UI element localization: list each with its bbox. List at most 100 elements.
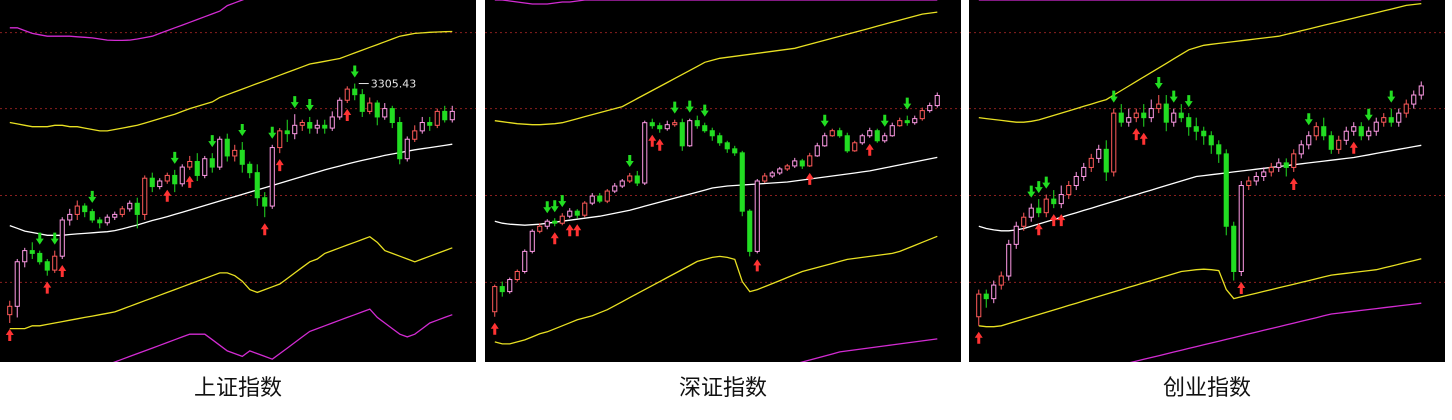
candle-body xyxy=(419,122,425,132)
buy-arrow xyxy=(1349,141,1358,154)
sell-arrow xyxy=(170,151,179,164)
chart-panel-chinext xyxy=(969,0,1445,362)
buy-arrow xyxy=(1057,214,1066,227)
candle-body xyxy=(299,122,305,126)
candle-body xyxy=(1396,112,1402,123)
sell-arrow xyxy=(700,104,709,117)
candle-body xyxy=(927,105,933,112)
candle-body xyxy=(262,197,268,207)
candle-body xyxy=(1238,185,1244,272)
band-line-lower2 xyxy=(112,308,453,362)
sell-arrow xyxy=(1034,181,1043,194)
candle-body xyxy=(649,122,655,127)
candle-body xyxy=(1058,194,1064,205)
candle-body xyxy=(897,120,903,127)
buy-arrow xyxy=(655,138,664,151)
candle-body xyxy=(1411,94,1417,105)
candle-body xyxy=(1306,135,1312,146)
sell-arrow xyxy=(350,65,359,78)
candle-body xyxy=(157,180,163,188)
candle-body xyxy=(1133,112,1139,119)
candle-body xyxy=(292,124,298,135)
candle-body xyxy=(1036,207,1042,214)
candle-body xyxy=(657,125,663,130)
candle-body xyxy=(1276,162,1282,168)
candle-body xyxy=(1156,103,1162,110)
band-line-lower1 xyxy=(978,258,1422,328)
sell-arrow xyxy=(550,200,559,213)
sell-arrow xyxy=(88,190,97,203)
candle-body xyxy=(1081,166,1087,177)
candle-body xyxy=(991,284,997,300)
band-line-upper2 xyxy=(9,0,245,42)
candle-body xyxy=(1103,148,1109,173)
candle-body xyxy=(149,177,155,188)
candle-body xyxy=(829,130,835,137)
buy-arrow xyxy=(865,143,874,156)
buy-arrow xyxy=(185,175,194,188)
buy-arrow xyxy=(490,322,499,335)
candle-body xyxy=(1283,162,1289,168)
candle-body xyxy=(187,161,193,168)
candle-body xyxy=(1208,135,1214,146)
sell-arrow xyxy=(1042,176,1051,189)
buy-arrow xyxy=(275,159,284,172)
candle-body xyxy=(567,210,573,217)
candle-body xyxy=(1381,117,1387,123)
candle-body xyxy=(1186,117,1192,128)
candle-body xyxy=(247,163,253,174)
sell-arrow xyxy=(903,97,912,110)
buy-arrow xyxy=(1132,128,1141,141)
buy-arrow xyxy=(974,331,983,344)
candle-body xyxy=(412,130,418,140)
candle-body xyxy=(998,275,1004,286)
candle-body xyxy=(694,120,700,127)
buy-arrow xyxy=(1237,282,1246,295)
candle-body xyxy=(792,160,798,167)
candle-body xyxy=(814,145,820,157)
candle-body xyxy=(807,155,813,167)
candle-body xyxy=(1028,207,1034,218)
candle-body xyxy=(1051,198,1057,205)
band-line-lower2 xyxy=(799,338,938,362)
buy-arrow xyxy=(573,224,582,237)
candle-body xyxy=(507,279,513,293)
buy-arrow xyxy=(565,224,574,237)
candle-body xyxy=(934,95,940,107)
candlestick-chart-chinext xyxy=(969,0,1445,362)
candle-body xyxy=(1193,126,1199,132)
sell-arrow xyxy=(880,114,889,127)
chart-title-chinext: 创业指数 xyxy=(1162,376,1251,401)
candle-body xyxy=(724,142,730,150)
candle-body xyxy=(1111,112,1117,173)
candle-body xyxy=(1328,135,1334,150)
candle-body xyxy=(582,202,588,216)
sell-arrow xyxy=(1304,113,1313,126)
sell-arrow xyxy=(1387,90,1396,103)
candle-body xyxy=(642,122,648,184)
candle-body xyxy=(1321,126,1327,137)
candle-body xyxy=(1148,108,1154,119)
band-line-upper1 xyxy=(9,30,453,132)
candle-body xyxy=(627,175,633,182)
candle-body xyxy=(382,108,388,118)
candle-body xyxy=(762,175,768,182)
buy-arrow xyxy=(1049,214,1058,227)
sell-arrow xyxy=(685,100,694,113)
candle-body xyxy=(119,208,125,215)
sell-arrow xyxy=(305,98,314,111)
candle-body xyxy=(514,271,520,281)
candle-body xyxy=(112,213,118,218)
sell-arrow xyxy=(1169,90,1178,103)
candle-body xyxy=(1141,112,1147,119)
candle-body xyxy=(352,88,358,96)
candle-body xyxy=(164,174,170,182)
sell-arrow xyxy=(208,135,217,148)
band-line-upper1 xyxy=(494,11,938,126)
candle-body xyxy=(1313,126,1319,137)
candle-body xyxy=(194,161,200,176)
candle-body xyxy=(1351,126,1357,132)
candle-body xyxy=(529,230,535,252)
candle-body xyxy=(732,148,738,154)
peak-value-label: 3305.43 xyxy=(371,78,417,91)
